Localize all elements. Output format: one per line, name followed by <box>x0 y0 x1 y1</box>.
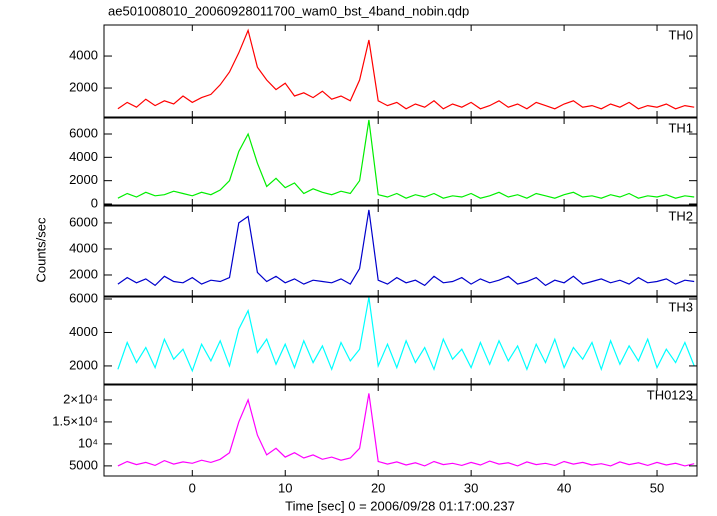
data-line <box>117 393 695 467</box>
panel-frame <box>103 205 698 297</box>
y-tick-label: 4000 <box>69 324 98 339</box>
x-tick-label: 40 <box>557 480 571 495</box>
y-tick-label: 10⁴ <box>78 435 98 450</box>
x-tick-label: 10 <box>278 480 292 495</box>
x-tick-label: 0 <box>189 480 196 495</box>
y-tick-label: 6000 <box>69 290 98 305</box>
y-tick-label: 2000 <box>69 357 98 372</box>
chart-title: ae501008010_20060928011700_wam0_bst_4ban… <box>108 3 469 18</box>
panel-label: TH2 <box>668 208 693 223</box>
y-tick-label: 1.5×10⁴ <box>52 413 98 428</box>
y-tick-label: 2000 <box>69 79 98 94</box>
panel-label: TH0 <box>668 27 693 42</box>
y-axis-label: Counts/sec <box>33 217 48 283</box>
y-tick-label: 6000 <box>69 214 98 229</box>
y-tick-label: 4000 <box>69 240 98 255</box>
y-tick-label: 4000 <box>69 149 98 164</box>
data-line <box>117 119 695 199</box>
y-tick-label: 6000 <box>69 125 98 140</box>
x-tick-label: 50 <box>650 480 664 495</box>
y-tick-label: 2×10⁴ <box>63 391 98 406</box>
panel-frame <box>103 384 698 477</box>
panel-label: TH3 <box>668 299 693 314</box>
x-axis-label: Time [sec] 0 = 2006/09/28 01:17:00.237 <box>285 498 515 513</box>
panel-frame <box>103 24 698 118</box>
data-line <box>117 209 695 287</box>
x-tick-label: 20 <box>371 480 385 495</box>
panel-frame <box>103 296 698 385</box>
panel-frame <box>103 117 698 206</box>
data-line <box>117 297 695 373</box>
panel-label: TH0123 <box>647 387 693 402</box>
x-tick-label: 30 <box>464 480 478 495</box>
y-tick-label: 5000 <box>69 457 98 472</box>
panel-label: TH1 <box>668 120 693 135</box>
data-line <box>117 28 695 110</box>
y-tick-label: 4000 <box>69 47 98 62</box>
y-tick-label: 2000 <box>69 266 98 281</box>
y-tick-label: 2000 <box>69 172 98 187</box>
y-tick-label: 0 <box>91 195 98 210</box>
